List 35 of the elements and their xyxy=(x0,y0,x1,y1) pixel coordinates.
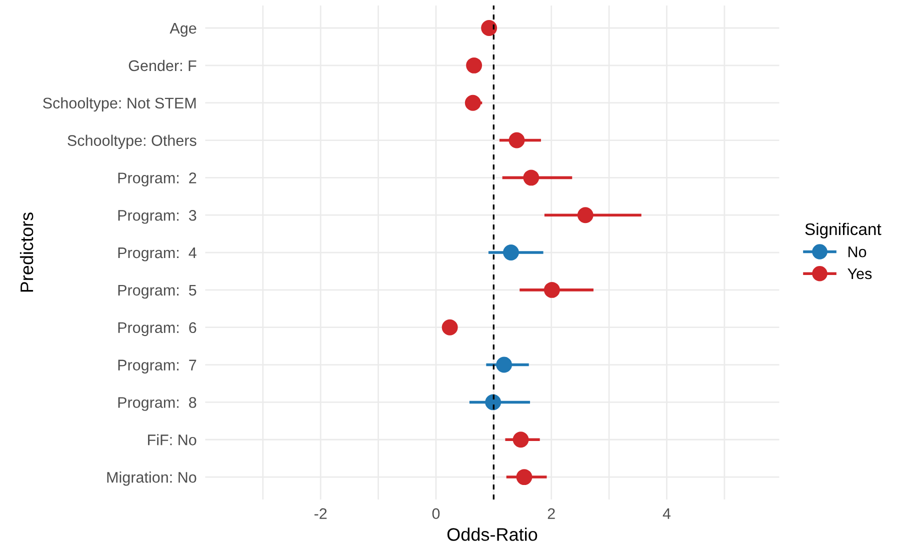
y-tick-label: Gender: F xyxy=(128,60,196,72)
point xyxy=(577,207,594,224)
point xyxy=(442,319,458,336)
y-tick-label: Program: 7 xyxy=(118,360,196,374)
y-axis-title: Predictors xyxy=(20,212,34,292)
y-tick-label: Schooltype: Others xyxy=(68,134,196,149)
point xyxy=(464,94,481,111)
x-tick-label: 0 xyxy=(432,508,440,520)
x-tick-label: 2 xyxy=(548,508,555,519)
y-tick-label: Program: 6 xyxy=(118,322,196,336)
point xyxy=(544,282,560,298)
point xyxy=(466,57,482,74)
point xyxy=(516,469,532,486)
point xyxy=(508,132,525,148)
point xyxy=(503,244,519,261)
y-tick-label: Program: 4 xyxy=(118,248,196,262)
legend-label: Yes xyxy=(848,268,872,280)
point xyxy=(523,170,540,186)
x-tick-label: 4 xyxy=(662,508,671,519)
point xyxy=(496,356,512,373)
point xyxy=(512,432,529,448)
legend-title: Significant xyxy=(805,222,882,238)
y-tick-label: Schooltype: Not STEM xyxy=(43,97,196,112)
y-tick-label: Age xyxy=(170,23,196,37)
legend-label: No xyxy=(848,246,866,258)
x-tick-label: -2 xyxy=(314,508,327,519)
y-tick-label: FiF: No xyxy=(148,434,196,446)
y-tick-label: Program: 2 xyxy=(118,172,196,186)
x-axis-title: Odds-Ratio xyxy=(447,528,538,541)
y-tick-label: Migration: No xyxy=(107,472,196,486)
y-tick-label: Program: 8 xyxy=(118,397,196,411)
y-tick-label: Program: 3 xyxy=(118,210,196,224)
y-tick-label: Program: 5 xyxy=(118,284,196,299)
point xyxy=(485,394,502,410)
point xyxy=(481,20,498,36)
